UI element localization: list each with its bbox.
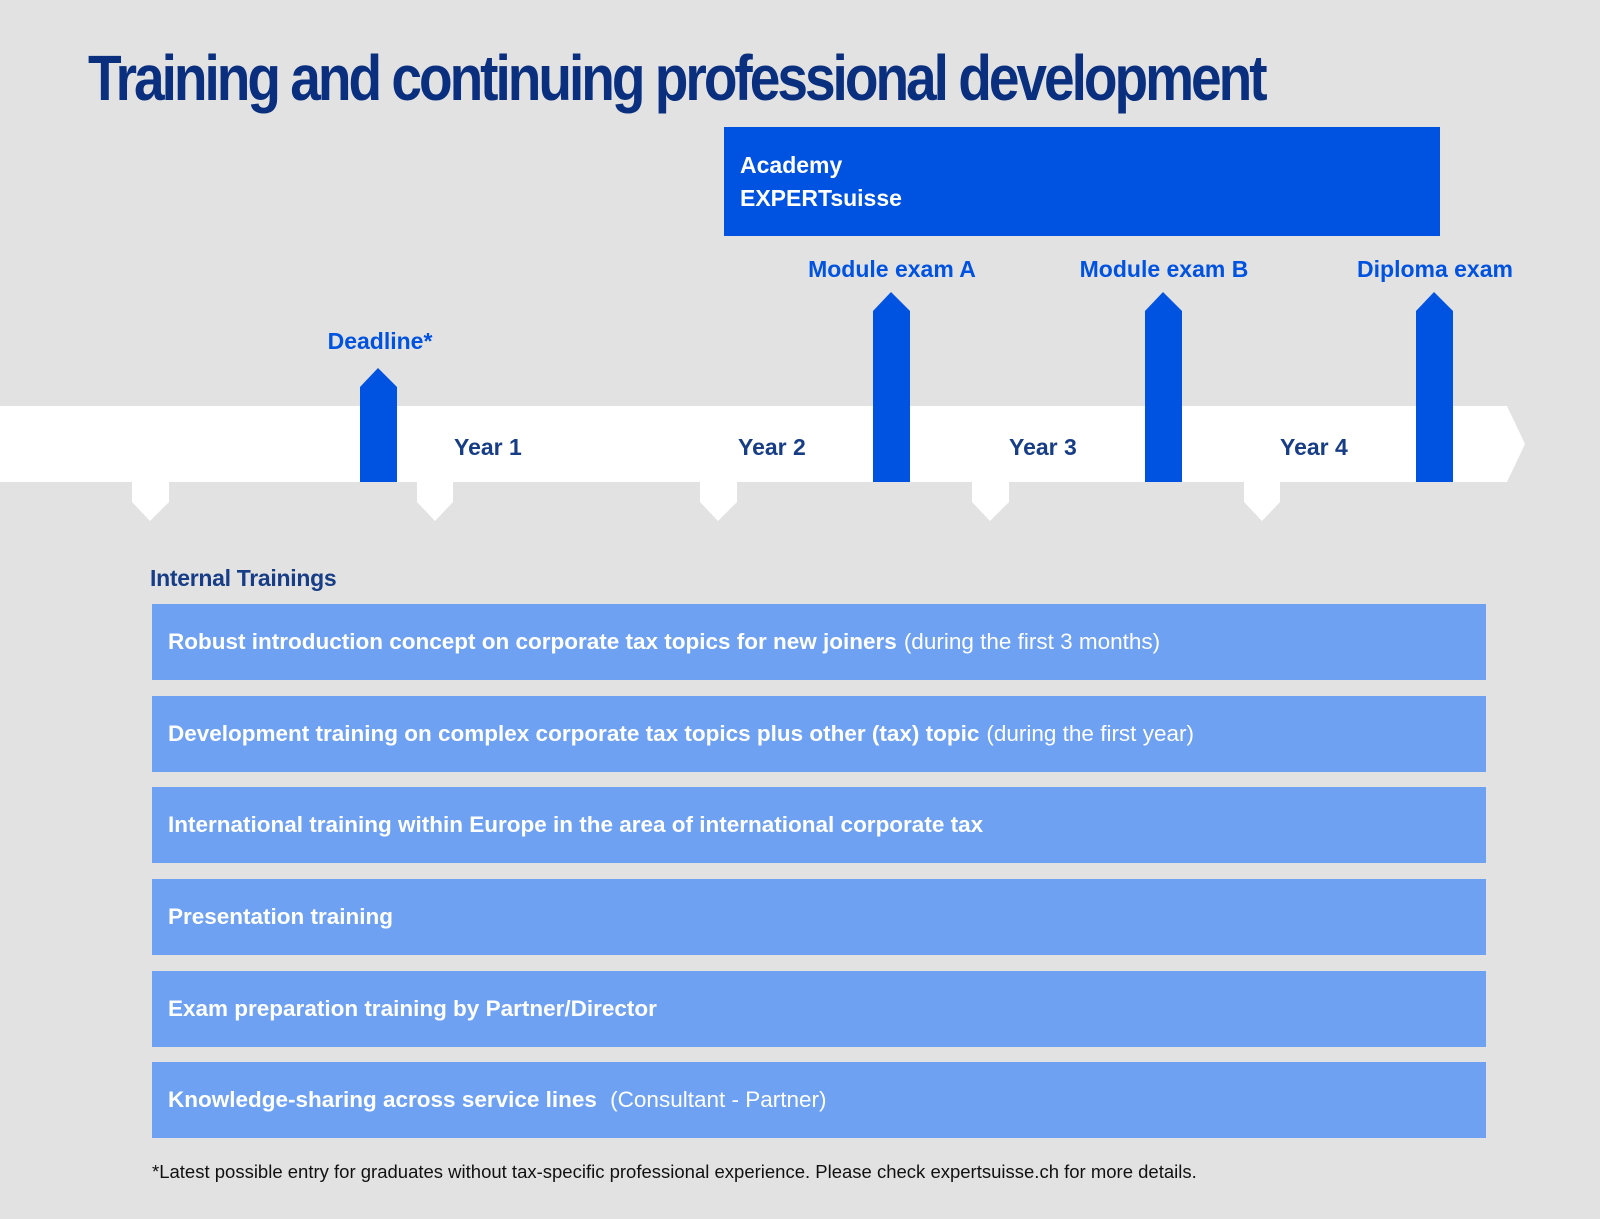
timeline <box>0 292 1525 521</box>
training-note: (during the first year) <box>986 721 1194 746</box>
page-title: Training and continuing professional dev… <box>88 42 1268 114</box>
module-exam-b-label: Module exam B <box>1079 256 1249 282</box>
year-1-label: Year 1 <box>454 434 522 460</box>
footnote: *Latest possible entry for graduates wit… <box>152 1161 1197 1182</box>
year-tick-3 <box>972 480 1009 521</box>
year-3-label: Year 3 <box>1009 434 1077 460</box>
training-row: Robust introduction concept on corporate… <box>152 604 1486 680</box>
diploma-exam-arrow <box>1416 292 1453 482</box>
year-tick-1 <box>417 480 453 521</box>
year-2-label: Year 2 <box>738 434 806 460</box>
module-exam-a-arrow <box>873 292 910 482</box>
training-note: (during the first 3 months) <box>903 629 1161 654</box>
training-note: (Consultant - Partner) <box>603 1087 827 1112</box>
training-title: Development training on complex corporat… <box>168 721 980 746</box>
training-title: Exam preparation training by Partner/Dir… <box>168 996 657 1021</box>
diploma-exam-label: Diploma exam <box>1357 256 1513 282</box>
module-exam-a-label: Module exam A <box>808 256 976 282</box>
training-row: Presentation training <box>152 879 1486 955</box>
year-tick-0 <box>132 480 169 521</box>
year-tick-2 <box>700 480 737 521</box>
training-row: Knowledge-sharing across service lines (… <box>152 1062 1486 1138</box>
academy-expertsuisse-block: Academy EXPERTsuisse <box>724 127 1440 236</box>
module-exam-b-arrow <box>1145 292 1182 482</box>
academy-line-1: Academy <box>740 152 843 178</box>
training-row: Development training on complex corporat… <box>152 696 1486 772</box>
training-title: Robust introduction concept on corporate… <box>168 629 897 654</box>
year-tick-4 <box>1244 480 1280 521</box>
training-title: Presentation training <box>168 904 394 929</box>
deadline-label: Deadline* <box>327 328 433 354</box>
training-row: International training within Europe in … <box>152 787 1486 863</box>
internal-trainings-heading: Internal Trainings <box>150 565 337 591</box>
deadline-arrow <box>360 368 397 482</box>
year-4-label: Year 4 <box>1280 434 1348 460</box>
training-title: International training within Europe in … <box>168 812 984 837</box>
academy-line-2: EXPERTsuisse <box>740 185 902 211</box>
training-row: Exam preparation training by Partner/Dir… <box>152 971 1486 1047</box>
training-title: Knowledge-sharing across service lines <box>168 1087 597 1112</box>
